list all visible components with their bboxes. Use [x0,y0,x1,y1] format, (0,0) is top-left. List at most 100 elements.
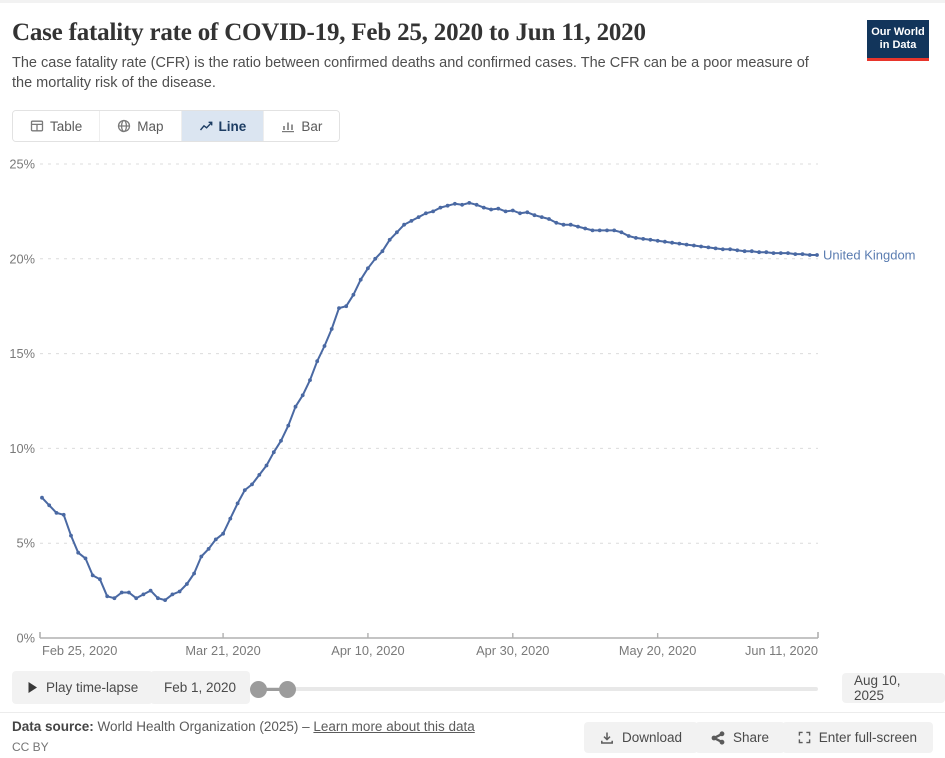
data-point [47,503,52,508]
data-point [445,203,450,208]
data-point [366,266,370,271]
data-point [293,404,298,409]
timeline-selected-range [259,687,288,691]
data-point [815,253,819,257]
tab-bar[interactable]: Bar [263,111,340,141]
data-point [257,473,262,477]
data-point [395,230,399,235]
x-axis-tick-label: Feb 25, 2020 [42,643,117,658]
data-point [329,327,334,331]
timeline-end-date-label: Aug 10, 2025 [854,673,901,703]
download-button[interactable]: Download [583,722,698,753]
data-point [503,209,508,214]
data-point [663,239,667,244]
data-point [134,596,139,601]
data-point [199,554,204,559]
data-point [684,242,689,247]
data-point [119,590,124,595]
data-point [655,238,660,243]
owid-logo[interactable]: Our World in Data [867,20,929,61]
data-point [264,463,269,468]
tab-line[interactable]: Line [180,111,264,141]
data-point [605,228,609,233]
data-point [213,537,218,542]
data-point [431,209,435,214]
data-point [692,243,696,248]
timeline-start-date-button[interactable]: Feb 1, 2020 [150,671,251,704]
chart-title: Case fatality rate of COVID-19, Feb 25, … [12,19,646,46]
data-point [532,213,537,218]
data-point [561,222,566,227]
timeline-handle-start[interactable] [250,680,267,698]
data-point [453,201,457,206]
data-point [76,550,81,555]
line-chart-plot[interactable]: 0% 5% 10% 15% 20% 25% Feb 25, 2020 Mar 21, 2020… [0,148,945,663]
timeline-end-date-chip[interactable]: Aug 10, 2025 [842,673,945,703]
y-axis-tick-label: 20% [9,251,35,266]
data-point [786,251,790,255]
data-point [554,220,559,225]
play-icon [28,682,37,693]
data-point [156,596,160,601]
data-point [619,230,624,235]
data-point [757,250,761,255]
data-point [489,207,493,212]
series-line-united-kingdom [41,201,818,602]
data-point [105,594,110,599]
enter-fullscreen-button[interactable]: Enter full-screen [781,722,933,753]
data-point [40,495,44,500]
data-point [496,206,501,211]
data-point [112,596,117,601]
x-axis-tick-label: Mar 21, 2020 [185,643,260,658]
x-axis-tick-label: Apr 30, 2020 [476,643,549,658]
tab-line-label: Line [218,118,247,134]
tab-map[interactable]: Map [99,111,181,141]
data-point [467,201,472,205]
data-point [177,589,182,594]
data-point [308,378,312,382]
timeline-slider-track[interactable] [255,687,818,691]
timeline-controls: Play time-lapse Feb 1, 2020 Aug 10, 2025 [0,669,945,709]
y-axis-tick-label: 15% [9,346,35,361]
data-point [648,237,653,242]
chart-type-tabs: Table Map Line Bar [12,110,341,142]
data-point [315,359,320,364]
download-icon [601,732,613,744]
data-point [706,245,711,250]
data-point [344,304,349,309]
data-point [800,252,805,256]
data-source-label: Data source: [12,719,94,734]
tab-bar-label: Bar [301,118,323,134]
tab-table[interactable]: Table [13,111,100,141]
table-icon [30,120,44,132]
data-point [481,205,486,210]
data-point [192,571,197,576]
data-point [351,292,356,297]
data-point [634,236,638,240]
data-point [568,222,573,227]
data-point [807,253,812,257]
play-timelapse-button[interactable]: Play time-lapse [12,671,154,704]
data-point [612,228,617,233]
data-point [286,423,291,428]
series-label-united-kingdom[interactable]: United Kingdom [823,248,916,263]
data-point [597,228,602,233]
data-point [358,277,363,282]
data-point [416,215,421,219]
timeline-start-date-label: Feb 1, 2020 [164,680,237,695]
share-label: Share [732,730,769,745]
data-point [583,226,588,231]
data-point [749,249,754,254]
data-point [83,556,88,561]
data-point [322,344,327,348]
data-point [206,547,211,551]
timeline-handle-end[interactable] [279,680,296,698]
data-point [221,531,226,536]
share-button[interactable]: Share [694,722,785,753]
data-point [771,251,776,255]
data-point [778,251,783,255]
data-point [424,211,428,216]
data-point [510,208,515,213]
learn-more-link[interactable]: Learn more about this data [313,719,475,734]
